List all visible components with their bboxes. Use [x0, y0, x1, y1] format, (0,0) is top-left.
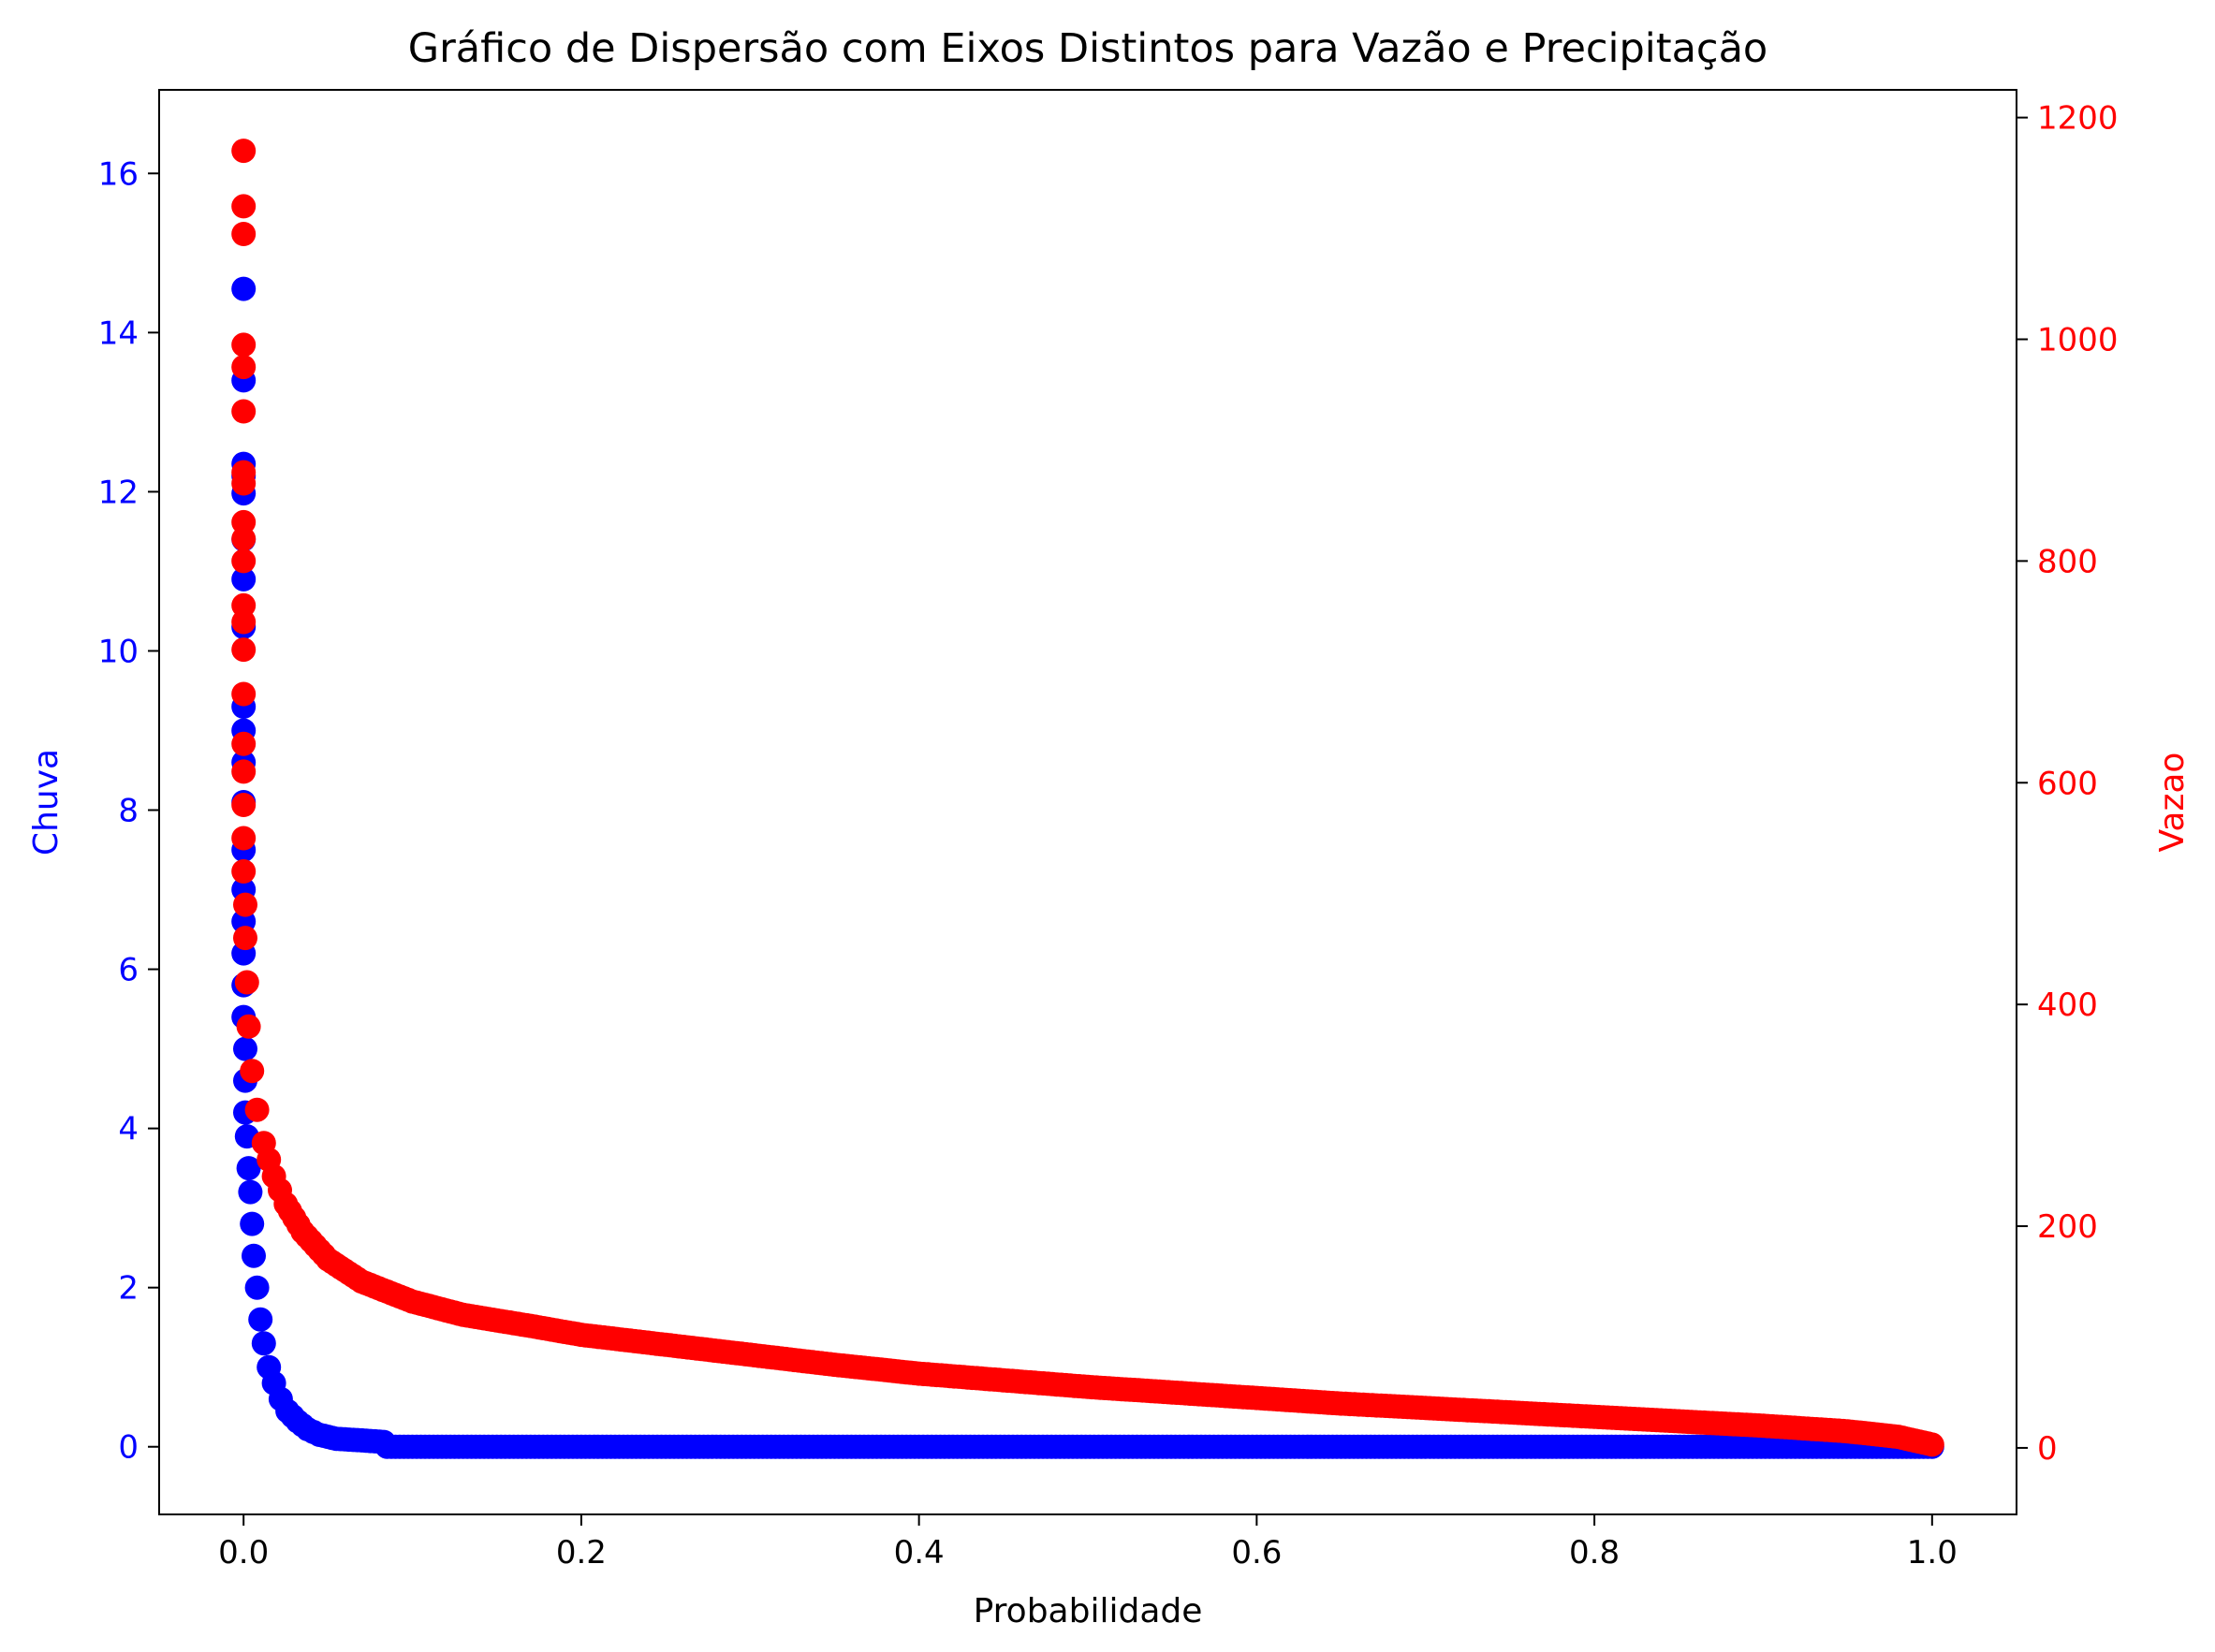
data-point — [244, 1097, 270, 1122]
plot-frame — [158, 89, 2017, 1515]
y-right-tick-label: 200 — [2037, 1208, 2098, 1246]
y-left-tick-label: 12 — [98, 474, 139, 511]
data-point — [242, 1243, 266, 1268]
data-point — [231, 471, 257, 496]
series-chuva — [231, 276, 1944, 1459]
data-point — [231, 332, 257, 358]
x-tick-label: 0.0 — [218, 1534, 269, 1572]
data-point — [231, 526, 257, 551]
data-point — [1919, 1432, 1944, 1457]
y-left-tick-label: 2 — [118, 1270, 139, 1308]
x-tick-label: 0.8 — [1569, 1534, 1620, 1572]
data-point — [231, 222, 257, 246]
series-vazao — [231, 139, 1944, 1457]
data-point — [234, 970, 259, 995]
y-right-tick-label: 400 — [2037, 987, 2098, 1024]
y-axis-left-label: Chuva — [27, 749, 66, 855]
data-point — [231, 637, 257, 663]
y-left-tick-label: 6 — [118, 952, 139, 989]
data-point — [231, 793, 257, 817]
data-point — [251, 1331, 276, 1356]
data-point — [240, 1059, 265, 1084]
data-point — [231, 139, 257, 164]
x-tick-label: 1.0 — [1907, 1534, 1958, 1572]
x-tick-label: 0.4 — [894, 1534, 945, 1572]
x-axis-label: Probabilidade — [974, 1592, 1203, 1630]
data-point — [233, 926, 257, 951]
y-left-tick-label: 8 — [118, 793, 139, 830]
data-point — [233, 1036, 257, 1061]
y-right-tick-label: 0 — [2037, 1430, 2058, 1468]
data-point — [238, 1179, 263, 1205]
data-point — [231, 399, 257, 424]
y-axis-right: 0 200 400 600 800 1000 1200 — [2017, 100, 2119, 1468]
y-left-tick-label: 0 — [118, 1429, 139, 1467]
data-point — [231, 566, 257, 592]
y-left-tick-label: 14 — [98, 314, 139, 352]
x-axis: 0.0 0.2 0.4 0.6 0.8 1.0 — [218, 1514, 1958, 1572]
data-point — [231, 194, 257, 219]
data-point — [240, 1211, 265, 1236]
data-point — [231, 276, 257, 301]
data-point — [231, 859, 257, 884]
y-right-tick-label: 1200 — [2037, 100, 2119, 138]
y-left-tick-label: 10 — [98, 633, 139, 670]
y-right-tick-label: 1000 — [2037, 321, 2119, 358]
data-point — [236, 1014, 261, 1039]
chart-title: Gráfico de Dispersão com Eixos Distintos… — [408, 25, 1768, 72]
data-point — [248, 1307, 273, 1332]
data-point — [231, 509, 257, 534]
data-point — [231, 355, 257, 380]
x-tick-label: 0.2 — [556, 1534, 607, 1572]
y-right-tick-label: 800 — [2037, 543, 2098, 580]
y-left-tick-label: 4 — [118, 1111, 139, 1148]
data-point — [231, 548, 257, 574]
plot-area — [231, 139, 1944, 1459]
y-right-tick-label: 600 — [2037, 765, 2098, 802]
data-point — [236, 1156, 261, 1181]
data-point — [244, 1275, 270, 1300]
x-tick-label: 0.6 — [1231, 1534, 1282, 1572]
data-point — [231, 759, 257, 784]
data-point — [231, 681, 257, 707]
y-left-tick-label: 16 — [98, 155, 139, 193]
data-point — [231, 609, 257, 635]
data-point — [233, 892, 257, 917]
data-point — [231, 826, 257, 851]
data-point — [231, 731, 257, 756]
y-axis-right-label: Vazao — [2153, 753, 2192, 853]
y-axis-left: 0 2 4 6 8 10 12 14 16 — [98, 155, 159, 1467]
